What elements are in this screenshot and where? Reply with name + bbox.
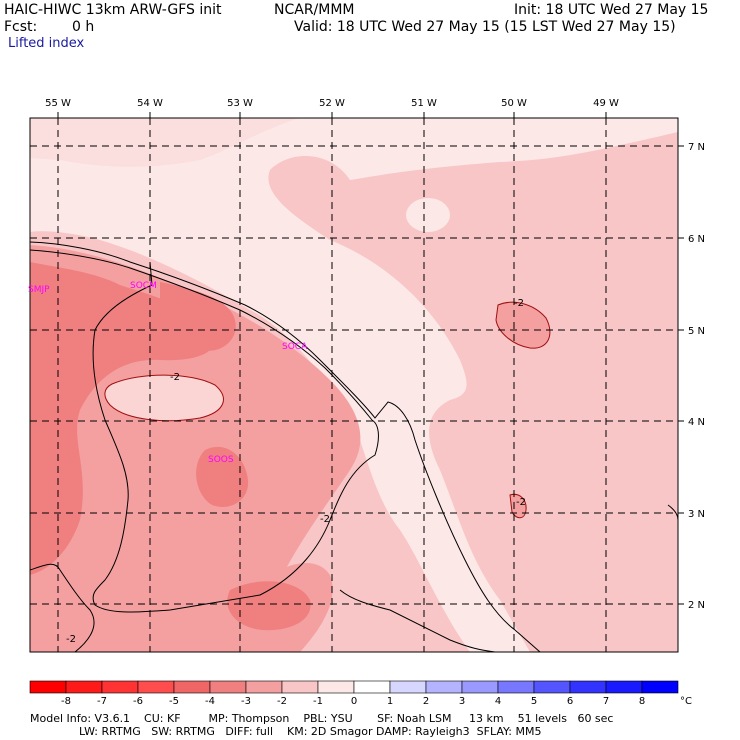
colorbar-swatch [641,680,679,694]
colorbar-tick-label: -6 [133,696,143,707]
border-suriname-guiana [92,261,379,613]
colorbar-swatch [245,680,283,694]
lat-label: 2 N [688,600,705,611]
colorbar-swatch [389,680,427,694]
station-label: SMJP [28,285,50,295]
lon-label: 55 W [45,98,71,109]
colorbar-unit: °C [680,696,692,707]
colorbar-swatch [29,680,67,694]
coastline-inner [30,249,373,421]
colorbar-tick-label: -4 [205,696,215,707]
contour-label: -2 [514,298,524,309]
shading-minus4-north [160,282,236,351]
colorbar-swatch [533,680,571,694]
station-label: SOCA [282,342,308,352]
border-brazil [339,589,496,652]
fcst-label: Fcst: [4,19,38,35]
station-label: SOOS [208,455,234,465]
shading-minus4-center [196,446,249,508]
shading-minus4-west [30,262,215,575]
shading-minus4-south [227,581,311,631]
colorbar-tick-label: 7 [603,696,609,707]
shading-minus3-small [510,494,527,518]
colorbar-tick-label: 2 [423,696,429,707]
colorbar-tick-label: -1 [313,696,323,707]
colorbar [29,680,679,694]
center-name: NCAR/MMM [274,2,355,18]
colorbar-swatch [101,680,139,694]
shading-minus2-hole [104,375,224,421]
contour-label: -2 [516,497,526,508]
colorbar-swatch [461,680,499,694]
colorbar-tick-label: -7 [97,696,107,707]
colorbar-tick-label: -8 [61,696,71,707]
colorbar-tick-label: 0 [351,696,357,707]
lon-label: 51 W [411,98,437,109]
contour-label: -2 [66,634,76,645]
map-frame [29,117,679,653]
colorbar-swatch [353,680,391,694]
station-label: SOCM [130,281,157,291]
lat-label: 3 N [688,509,705,520]
lat-label: 4 N [688,417,705,428]
colorbar-ticks: -8 -7 -6 -5 -4 -3 -2 -1 0 1 2 3 4 5 6 7 8 [61,696,645,707]
contour-label: -2 [170,372,180,383]
model-info-line1: Model Info: V3.6.1 CU: KF MP: Thompson P… [30,712,614,725]
colorbar-swatch [497,680,535,694]
valid-time: Valid: 18 UTC Wed 27 May 15 (15 LST Wed … [294,19,676,35]
field-name: Lifted index [8,36,85,51]
model-info-line2: LW: RRTMG SW: RRTMG DIFF: full KM: 2D Sm… [30,725,542,738]
colorbar-swatch [137,680,175,694]
fcst-value: 0 h [72,19,95,35]
colorbar-tick-label: 8 [639,696,645,707]
lon-label: 53 W [227,98,253,109]
colorbar-swatch [65,680,103,694]
shading-minus1-blob [406,198,450,232]
colorbar-swatch [173,680,211,694]
contour-label: -2 [320,514,330,525]
colorbar-swatch [281,680,319,694]
colorbar-tick-label: -2 [277,696,287,707]
lon-label: 49 W [593,98,619,109]
lat-lon-grid [30,118,678,652]
colorbar-tick-label: 3 [459,696,465,707]
contour-minus2-east [495,301,551,349]
shading-minus1-nw [30,118,300,167]
colorbar-tick-label: -3 [241,696,251,707]
colorbar-swatch [425,680,463,694]
lon-label: 54 W [137,98,163,109]
shading-minus1-band [30,118,678,652]
lat-label: 6 N [688,234,705,245]
lat-label: 5 N [688,326,705,337]
colorbar-tick-label: 4 [495,696,501,707]
model-title: HAIC-HIWC 13km ARW-GFS init [4,2,222,18]
colorbar-swatch [317,680,355,694]
colorbar-tick-label: -5 [169,696,179,707]
init-time: Init: 18 UTC Wed 27 May 15 [514,2,709,18]
colorbar-swatch [569,680,607,694]
contour-minus2-small [509,493,527,519]
lon-label: 50 W [501,98,527,109]
colorbar-tick-label: 1 [387,696,393,707]
coastline [30,241,541,652]
contour-minus2-hole [104,374,224,422]
axis-ticks [57,112,684,605]
lon-label: 52 W [319,98,345,109]
colorbar-swatch [209,680,247,694]
colorbar-swatch [605,680,643,694]
colorbar-tick-label: 6 [567,696,573,707]
shading-minus3-east [496,302,550,349]
colorbar-tick-label: 5 [531,696,537,707]
border-west [30,563,95,652]
lat-label: 7 N [688,142,705,153]
